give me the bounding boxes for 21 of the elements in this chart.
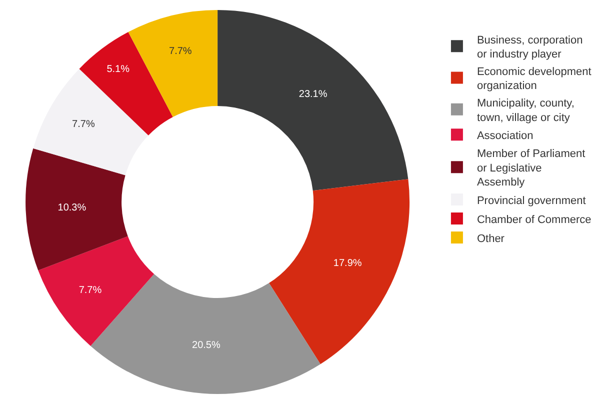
legend-label: Association [476, 130, 534, 142]
legend-label: Other [476, 232, 505, 245]
legend-label: Municipality, county, town, village or city [476, 98, 574, 124]
donut-slice [38, 236, 154, 346]
donut-slice [268, 179, 410, 364]
data-label: 10.3% [58, 202, 86, 214]
donut-slice [128, 10, 218, 118]
data-label: 23.1% [298, 88, 328, 100]
legend-label: Chamber of Commerce [476, 214, 592, 226]
data-label: 7.7% [72, 118, 95, 130]
donut-slice [26, 148, 128, 270]
data-label: 7.7% [168, 46, 192, 58]
data-label: 20.5% [192, 340, 220, 352]
legend-label: Economic development organization [476, 66, 592, 92]
legend-label: Provincial government [476, 194, 586, 207]
legend-label: Business, corporation or industry player [476, 34, 583, 61]
data-label: 5.1% [106, 64, 130, 76]
donut-slice [218, 10, 408, 191]
data-label: 17.9% [333, 258, 362, 270]
legend-label: Member of Parliament or Legislative Assembly [476, 148, 586, 189]
data-label: 7.7% [78, 284, 102, 296]
